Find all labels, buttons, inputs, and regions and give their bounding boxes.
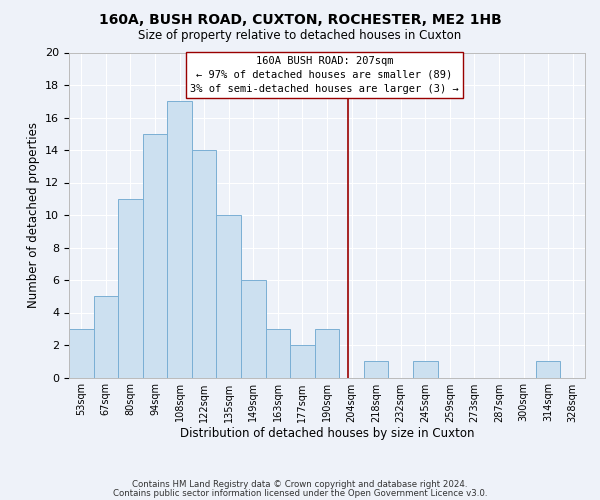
Bar bbox=[118, 198, 143, 378]
Bar bbox=[69, 329, 94, 378]
Bar bbox=[167, 101, 192, 377]
Bar bbox=[315, 329, 339, 378]
Text: 160A BUSH ROAD: 207sqm
← 97% of detached houses are smaller (89)
3% of semi-deta: 160A BUSH ROAD: 207sqm ← 97% of detached… bbox=[190, 56, 459, 94]
X-axis label: Distribution of detached houses by size in Cuxton: Distribution of detached houses by size … bbox=[180, 428, 474, 440]
Bar bbox=[192, 150, 217, 378]
Bar bbox=[143, 134, 167, 378]
Bar bbox=[241, 280, 266, 378]
Bar bbox=[94, 296, 118, 378]
Text: Contains HM Land Registry data © Crown copyright and database right 2024.: Contains HM Land Registry data © Crown c… bbox=[132, 480, 468, 489]
Text: 160A, BUSH ROAD, CUXTON, ROCHESTER, ME2 1HB: 160A, BUSH ROAD, CUXTON, ROCHESTER, ME2 … bbox=[98, 12, 502, 26]
Bar bbox=[290, 345, 315, 378]
Text: Contains public sector information licensed under the Open Government Licence v3: Contains public sector information licen… bbox=[113, 489, 487, 498]
Bar bbox=[364, 361, 388, 378]
Bar bbox=[413, 361, 437, 378]
Text: Size of property relative to detached houses in Cuxton: Size of property relative to detached ho… bbox=[139, 29, 461, 42]
Bar bbox=[266, 329, 290, 378]
Y-axis label: Number of detached properties: Number of detached properties bbox=[26, 122, 40, 308]
Bar bbox=[536, 361, 560, 378]
Bar bbox=[217, 215, 241, 378]
